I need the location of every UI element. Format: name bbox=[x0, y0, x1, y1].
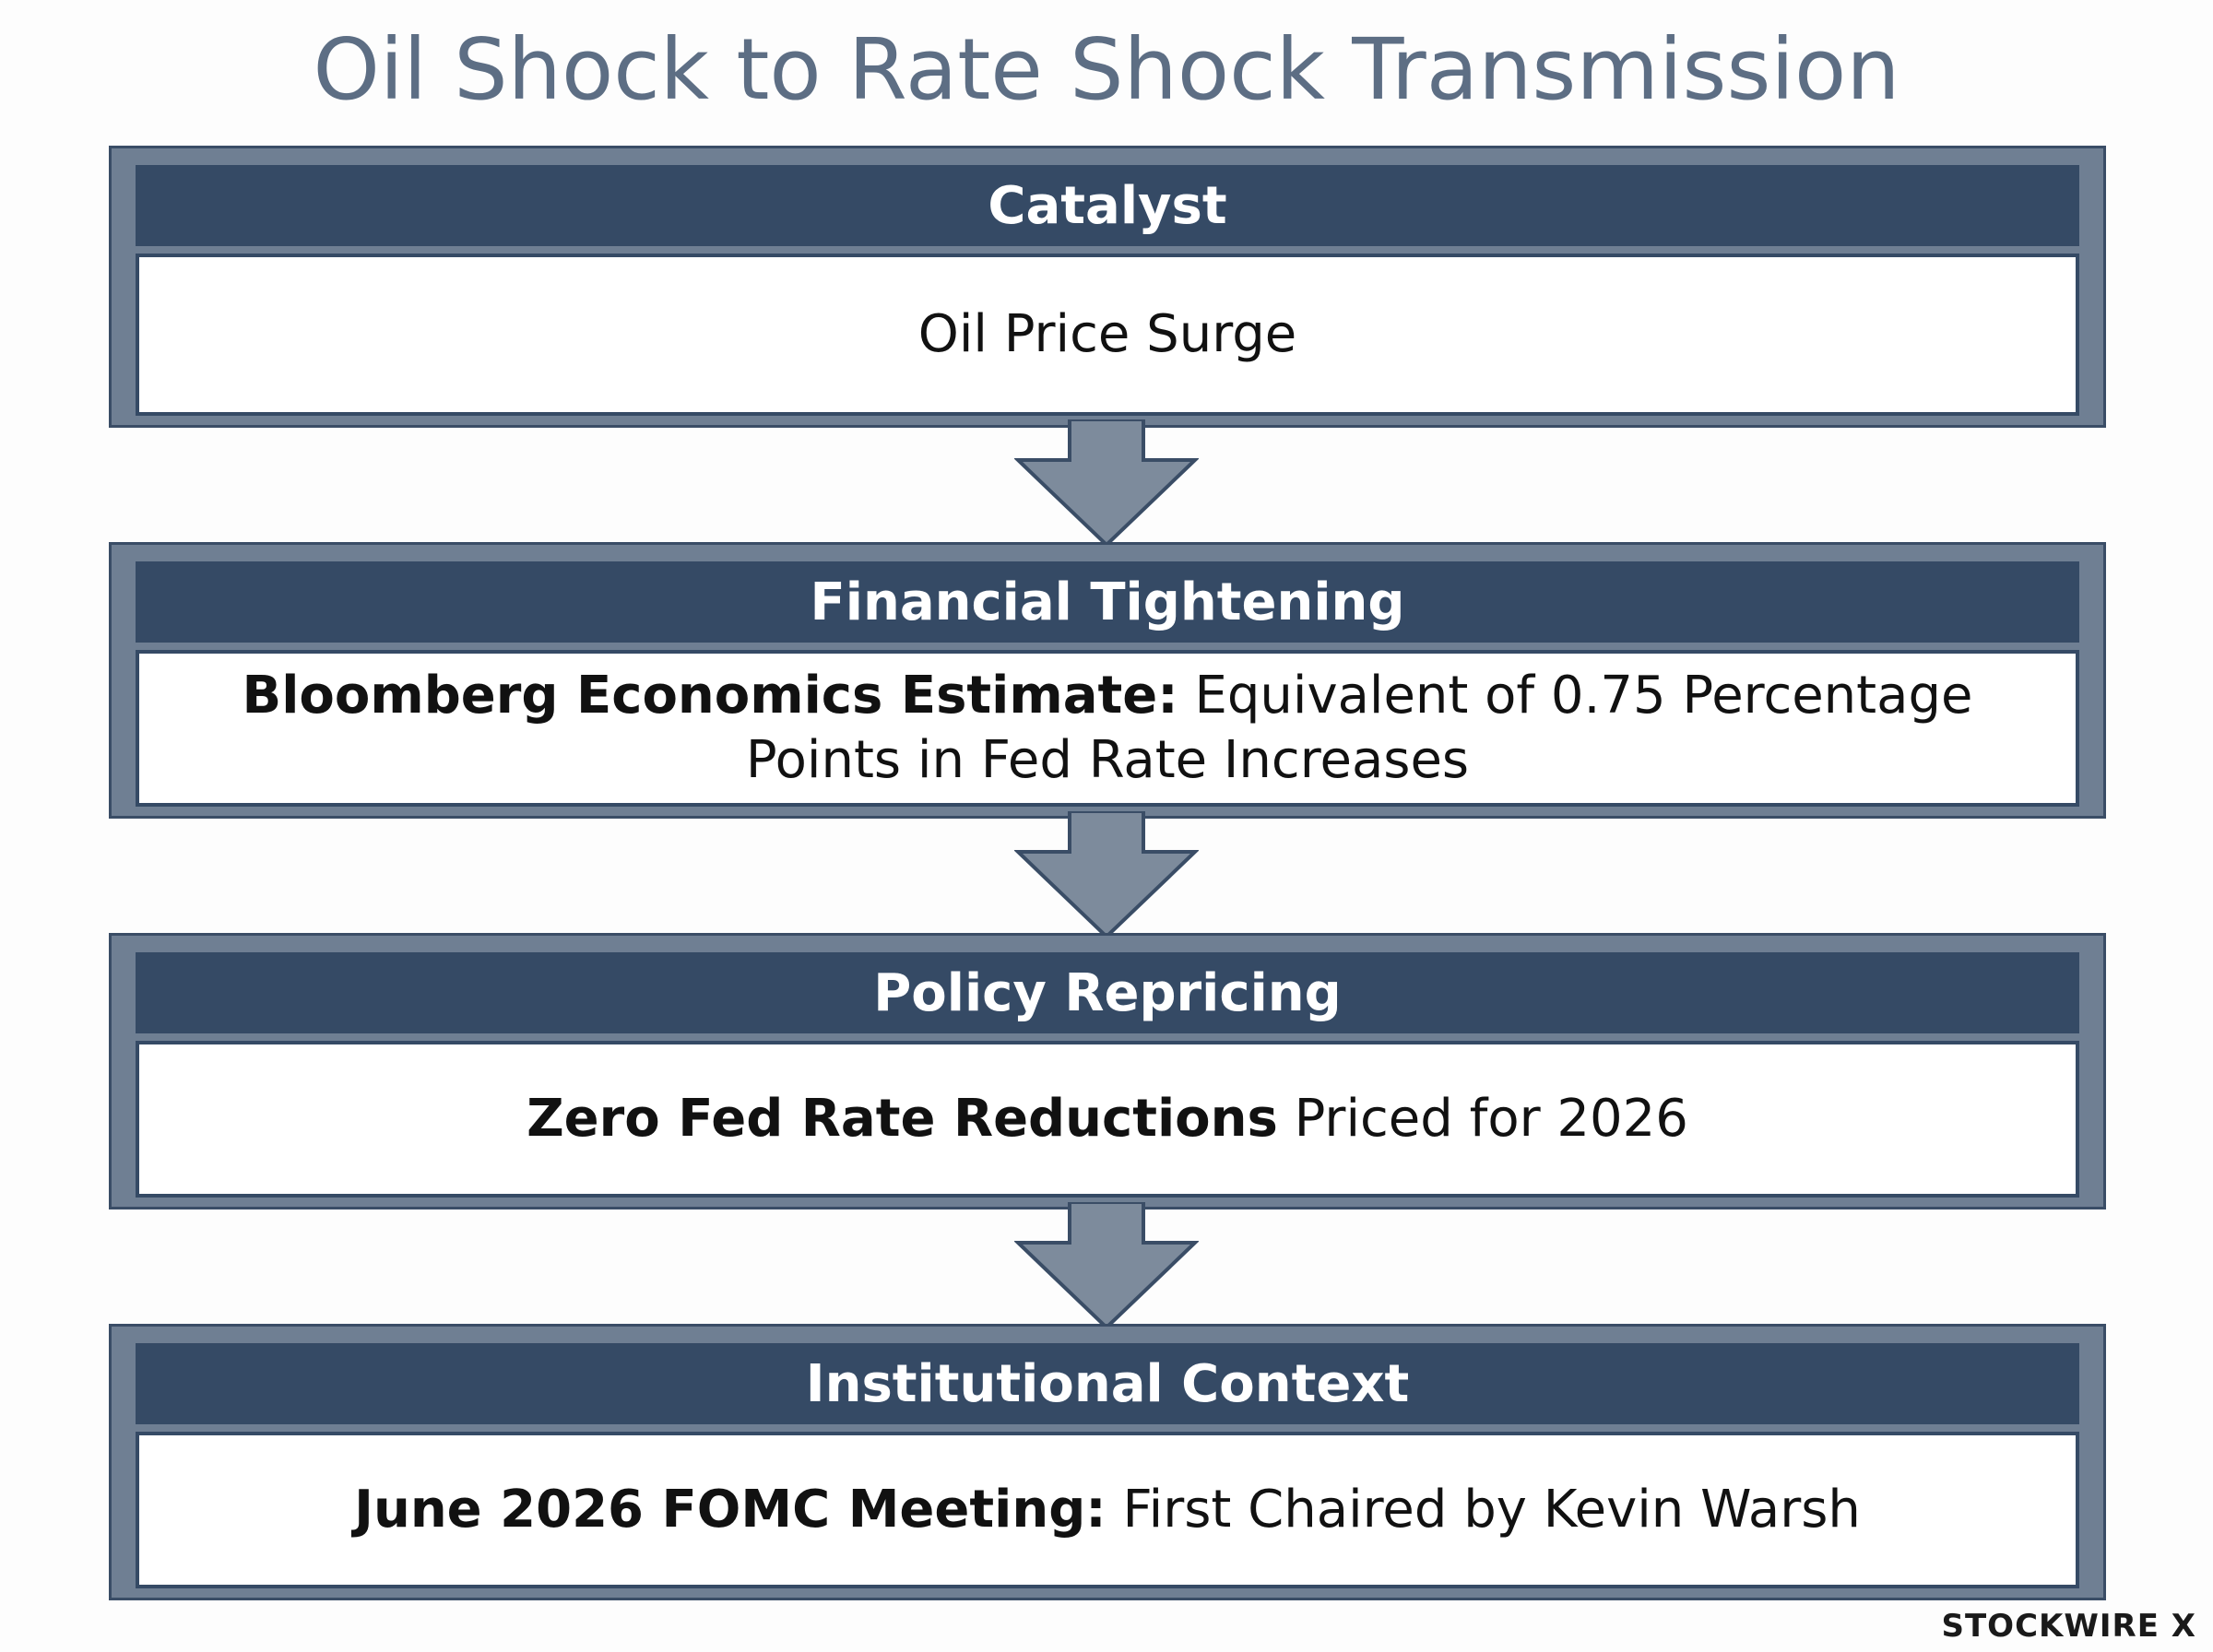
stage-financial-tightening: Financial Tightening Bloomberg Economics… bbox=[109, 542, 2106, 819]
stage-body-text: Oil Price Surge bbox=[917, 304, 1297, 364]
stage-body-text: First Chaired by Kevin Warsh bbox=[1106, 1480, 1861, 1540]
stage-catalyst: Catalyst Oil Price Surge bbox=[109, 146, 2106, 428]
stage-policy-repricing: Policy Repricing Zero Fed Rate Reduction… bbox=[109, 933, 2106, 1210]
stage-header: Financial Tightening bbox=[136, 561, 2079, 643]
stage-body: Bloomberg Economics Estimate: Equivalent… bbox=[136, 650, 2079, 807]
stage-institutional-context: Institutional Context June 2026 FOMC Mee… bbox=[109, 1324, 2106, 1600]
stage-header: Policy Repricing bbox=[136, 952, 2079, 1033]
stage-body: Oil Price Surge bbox=[136, 254, 2079, 416]
stage-body: June 2026 FOMC Meeting: First Chaired by… bbox=[136, 1432, 2079, 1588]
stockwire-logo: STOCKWIRE X bbox=[1941, 1608, 2196, 1645]
stage-body-bold: Bloomberg Economics Estimate: bbox=[242, 666, 1178, 726]
down-arrow-icon bbox=[1014, 1202, 1199, 1330]
stage-body-bold: Zero Fed Rate Reductions bbox=[527, 1089, 1278, 1149]
down-arrow-icon bbox=[1014, 419, 1199, 548]
stage-body-text: Equivalent of 0.75 Percentage Points in … bbox=[745, 666, 1973, 790]
stage-header: Institutional Context bbox=[136, 1343, 2079, 1424]
stage-body-text: Priced for 2026 bbox=[1277, 1089, 1688, 1149]
down-arrow-icon bbox=[1014, 811, 1199, 939]
stage-body: Zero Fed Rate Reductions Priced for 2026 bbox=[136, 1041, 2079, 1198]
stage-body-bold: June 2026 FOMC Meeting: bbox=[354, 1480, 1106, 1540]
stage-header: Catalyst bbox=[136, 165, 2079, 246]
page-title: Oil Shock to Rate Shock Transmission bbox=[313, 20, 1900, 119]
